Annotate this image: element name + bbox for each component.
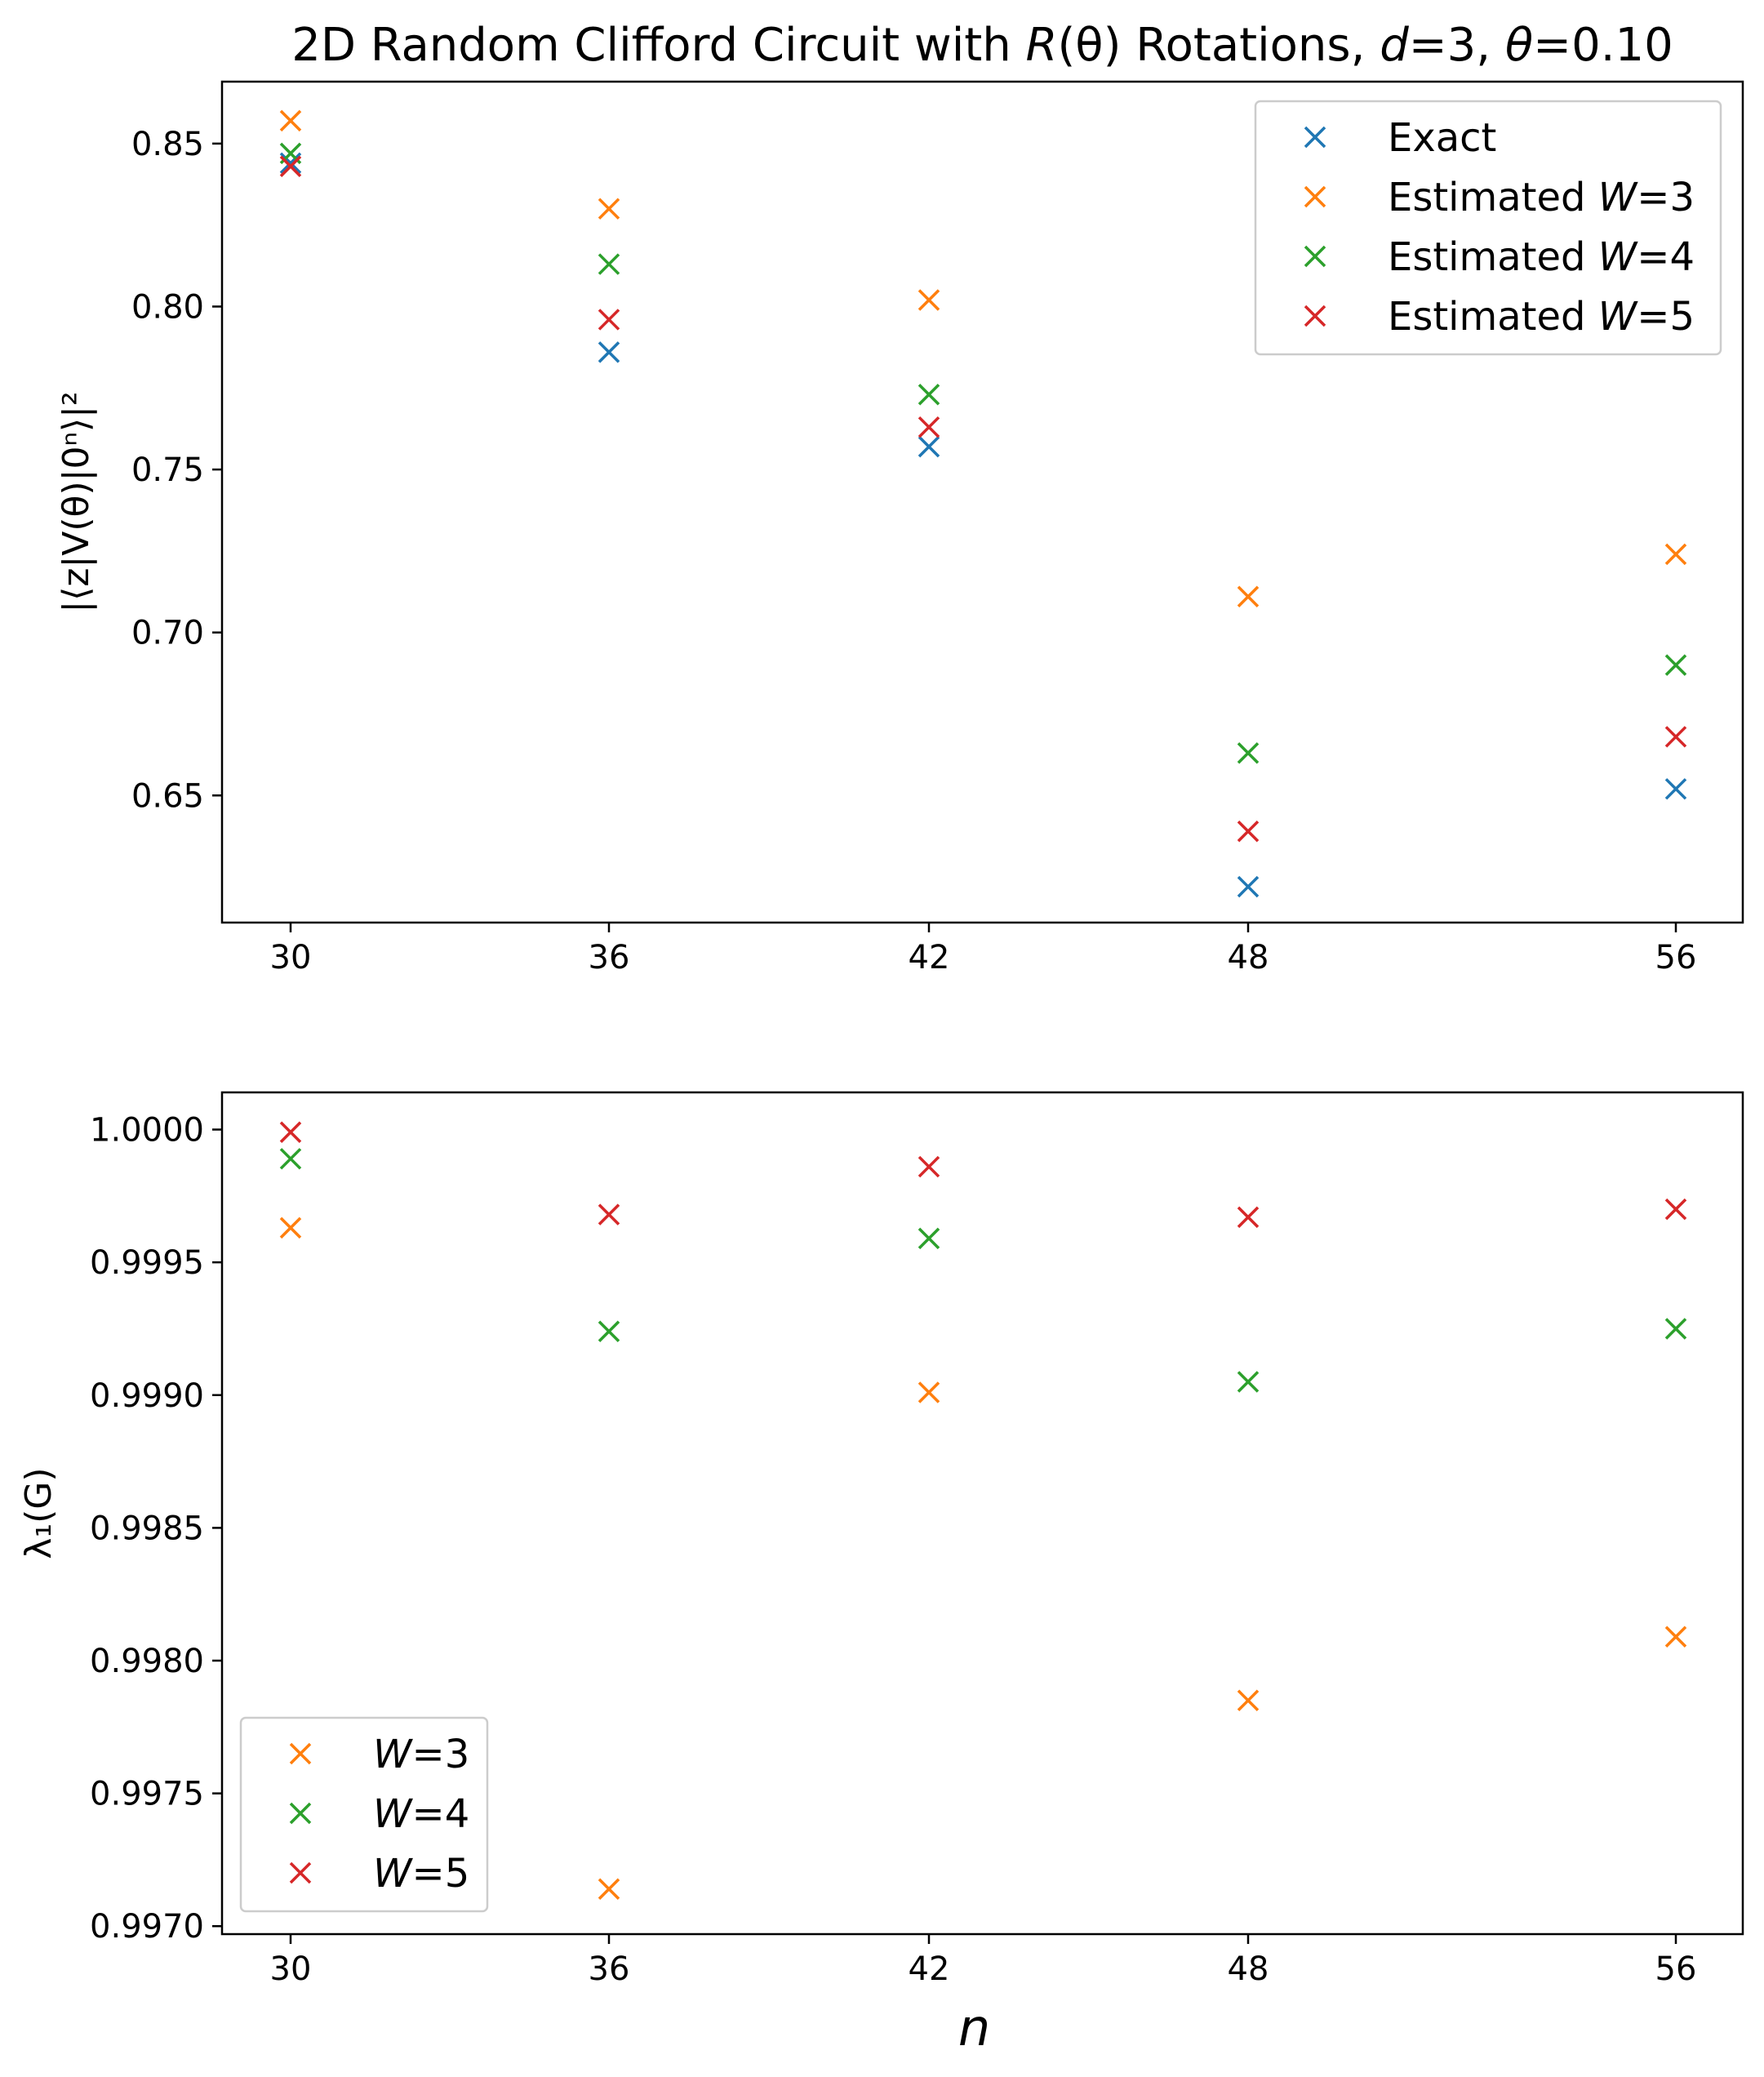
y-tick-label: 0.9990 (90, 1377, 204, 1415)
data-point (918, 289, 940, 311)
series-estimated-w-3 (279, 109, 1687, 608)
x-tick-label: 30 (270, 1950, 312, 1988)
data-point (279, 1148, 302, 1170)
legend-label: Exact (1388, 115, 1496, 161)
data-point (1664, 1198, 1687, 1221)
series-exact (279, 152, 1687, 898)
legend-label: W=4 (373, 1791, 469, 1837)
data-point (1664, 726, 1687, 748)
series-estimated-w-5 (279, 155, 1687, 843)
legend: Exact Estimated W=3 Estimated W=4 Estimated… (1254, 100, 1722, 356)
x-tick-label: 48 (1228, 939, 1269, 976)
data-point (279, 109, 302, 132)
data-point (918, 416, 940, 438)
data-point (1237, 742, 1260, 764)
legend-marker (289, 1742, 312, 1765)
data-point (1664, 654, 1687, 676)
data-point (1237, 820, 1260, 843)
y-tick-label: 0.9985 (90, 1510, 204, 1547)
legend-marker (1304, 245, 1326, 268)
y-axis-label: λ₁(G) (18, 1467, 60, 1559)
y-tick-label: 0.80 (131, 288, 204, 326)
series-w-4 (279, 1148, 1687, 1393)
legend-label: W=5 (373, 1851, 469, 1897)
legend-label: Estimated W=3 (1388, 175, 1695, 220)
data-point (918, 435, 940, 458)
subplot-2: 30 36 42 48 56 0.9970 0.9975 0.9980 0.9985 0.9990… (18, 1091, 1744, 2057)
y-tick-label: 0.85 (131, 126, 204, 163)
data-point (279, 1121, 302, 1144)
axes-frame (220, 80, 1744, 924)
data-point (918, 1381, 940, 1403)
data-point (1237, 875, 1260, 898)
y-tick-label: 0.9970 (90, 1908, 204, 1946)
legend-label: W=3 (373, 1732, 469, 1777)
data-point (918, 1155, 940, 1178)
data-point (1237, 585, 1260, 608)
data-point (279, 152, 302, 175)
y-tick-label: 1.0000 (90, 1112, 204, 1150)
data-point (598, 1203, 620, 1225)
subplot-1: 30 36 42 48 56 0.65 0.70 0.75 0.80 0.85 |⟨z|V(θ)|0… (56, 19, 1744, 976)
data-point (598, 253, 620, 275)
legend-box (239, 1716, 489, 1913)
data-point (598, 1878, 620, 1900)
x-tick-label: 36 (589, 939, 630, 976)
data-point (1664, 1318, 1687, 1340)
x-tick-label: 48 (1228, 1950, 1269, 1988)
y-tick-label: 0.9975 (90, 1776, 204, 1813)
legend: W=3 W=4 W=5 (239, 1716, 489, 1913)
y-tick-label: 0.75 (131, 451, 204, 489)
legend-label: Estimated W=4 (1388, 234, 1695, 280)
data-point (598, 1320, 620, 1342)
y-tick-label: 0.65 (131, 777, 204, 815)
data-point (279, 1216, 302, 1239)
legend-box (1254, 100, 1722, 356)
data-point (1237, 1371, 1260, 1393)
data-point (1664, 778, 1687, 800)
chart-title: 2D Random Clifford Circuit with R(θ) Rot… (291, 19, 1673, 72)
x-axis-label: n (958, 1998, 990, 2057)
data-point (598, 309, 620, 331)
legend-marker (289, 1861, 312, 1884)
data-point (598, 341, 620, 363)
data-point (598, 198, 620, 220)
x-tick-label: 42 (909, 939, 950, 976)
legend-marker (1304, 126, 1326, 149)
y-tick-label: 0.9980 (90, 1643, 204, 1680)
data-point (1237, 1206, 1260, 1229)
x-tick-label: 30 (270, 939, 312, 976)
series-w-3 (279, 1216, 1687, 1900)
y-tick-label: 0.9995 (90, 1244, 204, 1282)
x-tick-label: 56 (1655, 939, 1697, 976)
axes-frame (220, 1091, 1744, 1936)
data-point (1237, 1689, 1260, 1712)
data-point (279, 155, 302, 178)
y-tick-label: 0.70 (131, 615, 204, 652)
data-point (918, 384, 940, 406)
x-tick-label: 56 (1655, 1950, 1697, 1988)
legend-marker (1304, 305, 1326, 327)
legend-marker (1304, 185, 1326, 208)
x-tick-label: 36 (589, 1950, 630, 1988)
x-tick-label: 42 (909, 1950, 950, 1988)
y-axis-label: |⟨z|V(θ)|0ⁿ⟩|² (56, 391, 97, 612)
series-w-5 (279, 1121, 1687, 1229)
data-point (1664, 1626, 1687, 1648)
data-point (918, 1227, 940, 1250)
legend-label: Estimated W=5 (1388, 294, 1695, 340)
legend-marker (289, 1802, 312, 1825)
data-point (1664, 543, 1687, 566)
